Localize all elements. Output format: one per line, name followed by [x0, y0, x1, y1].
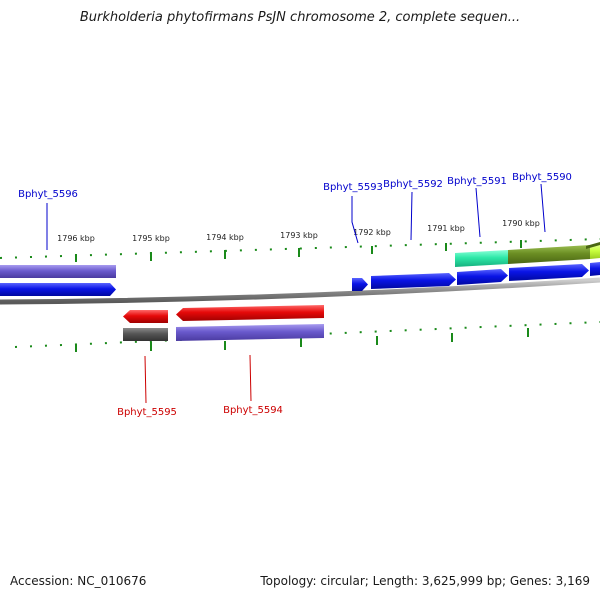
svg-text:Bphyt_5592: Bphyt_5592 — [383, 179, 443, 190]
genome-summary: Topology: circular; Length: 3,625,999 bp… — [260, 574, 590, 588]
cds-arrow-continued[interactable] — [590, 262, 600, 276]
gene-label-bphyt-5596[interactable]: Bphyt_5596 — [18, 189, 78, 250]
misc-feature-lime[interactable] — [590, 244, 600, 259]
genome-backbone — [0, 277, 600, 305]
misc-feature-teal[interactable] — [455, 250, 508, 267]
cds-arrow-bphyt-5592[interactable] — [371, 273, 456, 289]
svg-text:Bphyt_5591: Bphyt_5591 — [447, 176, 507, 187]
gene-label-bphyt-5591[interactable]: Bphyt_5591 — [447, 176, 507, 238]
tick-label: 1790 kbp — [502, 219, 540, 228]
svg-text:Bphyt_5590: Bphyt_5590 — [512, 172, 572, 183]
gene-feature-bar-dark[interactable] — [123, 328, 168, 341]
misc-feature-olive-edge — [586, 242, 600, 249]
cds-arrow-bphyt-5590[interactable] — [509, 264, 589, 281]
cds-arrow-bphyt-5593[interactable] — [352, 278, 368, 291]
tick-1791: 1791 kbp — [427, 224, 465, 251]
misc-feature-olive[interactable] — [508, 245, 590, 264]
gene-feature-bar-purple[interactable] — [176, 324, 324, 341]
tick-1794: 1794 kbp — [206, 233, 244, 259]
cds-arrow-bphyt-5596[interactable] — [0, 283, 116, 296]
cds-arrow-bphyt-5591[interactable] — [457, 269, 508, 285]
tick-label: 1792 kbp — [353, 228, 391, 237]
gene-label-bphyt-5594[interactable]: Bphyt_5594 — [223, 354, 283, 416]
tick-label: 1796 kbp — [57, 234, 95, 243]
tick-label: 1791 kbp — [427, 224, 465, 233]
gene-label-bphyt-5592[interactable]: Bphyt_5592 — [383, 179, 443, 241]
svg-text:Bphyt_5596: Bphyt_5596 — [18, 189, 78, 200]
cds-arrow-bphyt-5594[interactable] — [176, 305, 324, 321]
tick-1796: 1796 kbp — [57, 234, 95, 262]
tick-1790: 1790 kbp — [502, 219, 540, 248]
tick-label: 1793 kbp — [280, 231, 318, 240]
tick-label: 1795 kbp — [132, 234, 170, 243]
cds-arrow-bphyt-5595[interactable] — [123, 310, 168, 323]
tick-1795: 1795 kbp — [132, 234, 170, 261]
tick-1793: 1793 kbp — [280, 231, 318, 257]
tick-label: 1794 kbp — [206, 233, 244, 242]
inner-major-ticks — [75, 328, 529, 352]
gene-label-bphyt-5595[interactable]: Bphyt_5595 — [117, 355, 177, 418]
gene-feature-bar[interactable] — [0, 265, 116, 278]
svg-text:Bphyt_5595: Bphyt_5595 — [117, 407, 177, 418]
gene-label-bphyt-5593[interactable]: Bphyt_5593 — [323, 182, 383, 244]
tick-1792: 1792 kbp — [353, 228, 391, 254]
accession-label: Accession: NC_010676 — [10, 574, 147, 588]
svg-text:Bphyt_5593: Bphyt_5593 — [323, 182, 383, 193]
map-title: Burkholderia phytofirmans PsJN chromosom… — [79, 10, 521, 25]
gene-label-bphyt-5590[interactable]: Bphyt_5590 — [512, 172, 572, 233]
svg-text:Bphyt_5594: Bphyt_5594 — [223, 405, 283, 416]
